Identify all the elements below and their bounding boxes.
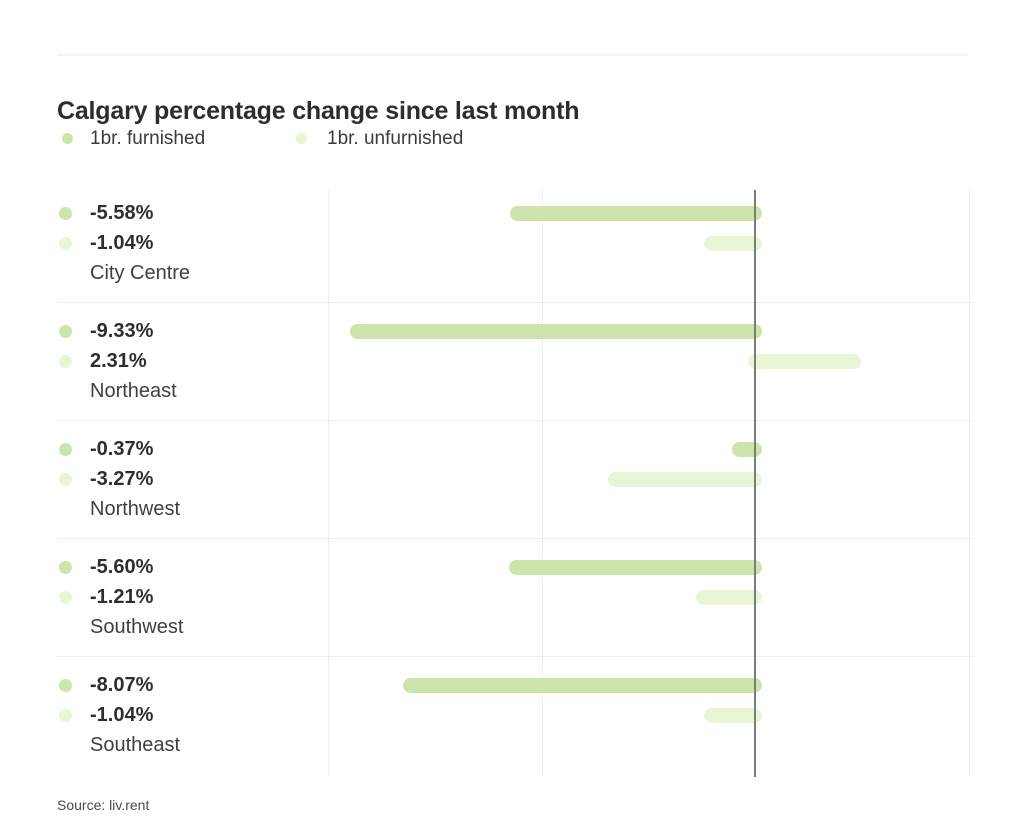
furnished-dot-icon [59,560,72,574]
top-divider [57,54,968,56]
unfurnished-bar [696,589,762,605]
unfurnished-legend-label: 1br. unfurnished [327,128,464,149]
region-label: Northeast [90,380,177,402]
unfurnished-dot-icon [59,472,72,486]
furnished-bar [403,677,762,693]
furnished-value: -5.60% [90,556,154,578]
row-divider [57,656,975,657]
furnished-dot-icon [59,324,72,338]
furnished-bar [508,559,762,575]
furnished-bar [732,441,762,457]
region-label: Southwest [90,616,184,638]
region-row: -0.37% -3.27% Northwest [0,426,1024,544]
region-label: Northwest [90,498,181,520]
region-row: -9.33% 2.31% Northeast [0,308,1024,426]
unfurnished-bar [703,707,762,723]
unfurnished-value: -1.21% [90,586,154,608]
furnished-value: -8.07% [90,674,154,696]
row-divider [57,420,975,421]
chart-title: Calgary percentage change since last mon… [57,96,580,125]
furnished-bar [509,205,762,221]
gridline [328,190,329,777]
furnished-bar [349,323,762,339]
furnished-legend-dot-icon [62,133,73,144]
gridline [968,190,970,777]
furnished-value: -5.58% [90,202,154,224]
unfurnished-value: -1.04% [90,704,154,726]
unfurnished-bar [703,235,762,251]
unfurnished-value: -3.27% [90,468,154,490]
row-divider [57,538,975,539]
unfurnished-value: -1.04% [90,232,154,254]
zero-axis-line [754,190,756,777]
furnished-legend-label: 1br. furnished [90,128,206,149]
region-row: -8.07% -1.04% Southeast [0,662,1024,780]
unfurnished-dot-icon [59,708,72,722]
gridline [541,190,543,777]
region-row: -5.58% -1.04% City Centre [0,190,1024,308]
unfurnished-value: 2.31% [90,350,147,372]
region-label: City Centre [90,262,191,284]
furnished-dot-icon [59,206,72,220]
furnished-value: -0.37% [90,438,154,460]
row-divider [57,302,975,303]
source-note: Source: liv.rent [57,797,150,813]
furnished-value: -9.33% [90,320,154,342]
unfurnished-bar [608,471,762,487]
region-label: Southeast [90,734,181,756]
unfurnished-dot-icon [59,236,72,250]
furnished-dot-icon [59,678,72,692]
unfurnished-dot-icon [59,354,72,368]
furnished-dot-icon [59,442,72,456]
region-row: -5.60% -1.21% Southwest [0,544,1024,662]
unfurnished-bar [748,353,861,369]
unfurnished-dot-icon [59,590,72,604]
unfurnished-legend-dot-icon [296,133,307,144]
